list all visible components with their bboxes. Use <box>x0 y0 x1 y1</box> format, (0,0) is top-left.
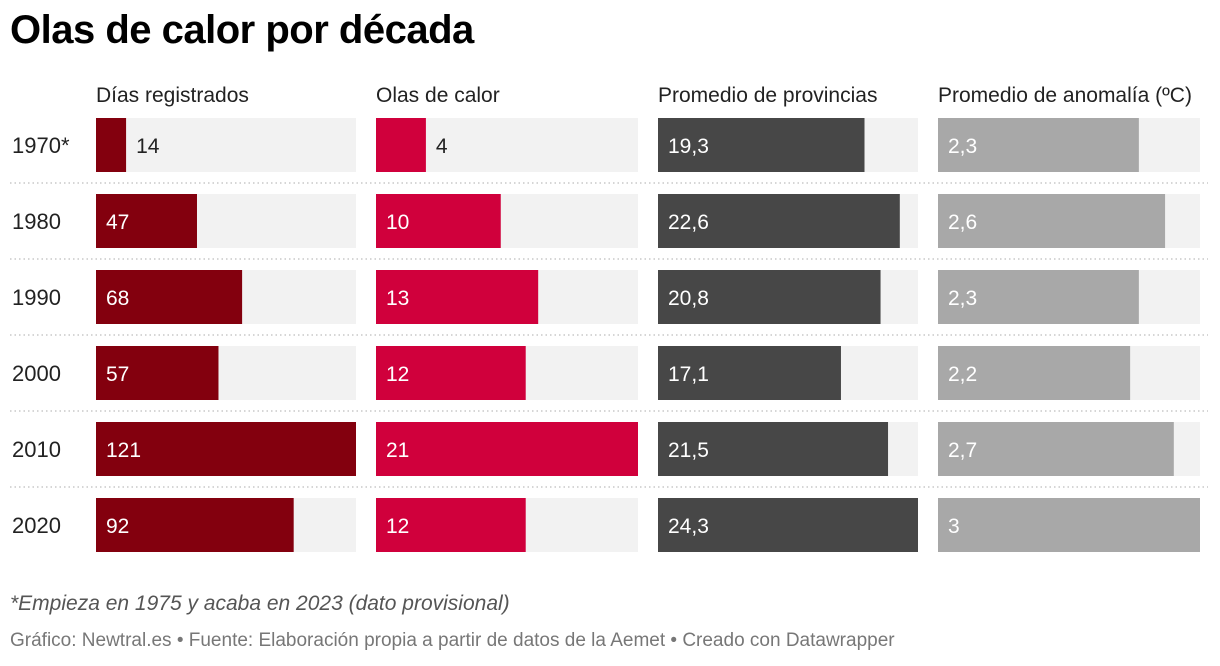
bar-promedio-de-provincias-1970 <box>658 118 865 172</box>
bar-promedio-de-anomalia-c-1990 <box>938 270 1139 324</box>
value-label-promedio-de-provincias-2000: 17,1 <box>668 363 709 386</box>
value-label-promedio-de-provincias-2010: 21,5 <box>668 439 709 462</box>
row-label-1990: 1990 <box>12 285 61 310</box>
bar-dias-registrados-2010 <box>96 422 356 476</box>
bar-olas-de-calor-1970 <box>376 118 426 172</box>
row-label-2010: 2010 <box>12 437 61 462</box>
bar-olas-de-calor-2020 <box>376 498 526 552</box>
value-label-dias-registrados-2020: 92 <box>106 515 129 538</box>
value-label-promedio-de-provincias-2020: 24,3 <box>668 515 709 538</box>
row-label-2000: 2000 <box>12 361 61 386</box>
bar-dias-registrados-1980 <box>96 194 197 248</box>
value-label-dias-registrados-1980: 47 <box>106 211 129 234</box>
bar-olas-de-calor-2010 <box>376 422 638 476</box>
bar-dias-registrados-2000 <box>96 346 219 400</box>
bar-promedio-de-provincias-1990 <box>658 270 881 324</box>
bar-dias-registrados-1990 <box>96 270 243 324</box>
value-label-promedio-de-anomalia-c-1990: 2,3 <box>948 287 977 310</box>
bar-olas-de-calor-1980 <box>376 194 501 248</box>
bar-promedio-de-anomalia-c-2020 <box>938 498 1200 552</box>
value-label-olas-de-calor-1980: 10 <box>386 211 409 234</box>
value-label-dias-registrados-1990: 68 <box>106 287 129 310</box>
value-label-promedio-de-anomalia-c-1970: 2,3 <box>948 135 977 158</box>
value-label-promedio-de-anomalia-c-2020: 3 <box>948 515 960 538</box>
value-label-dias-registrados-1970: 14 <box>136 135 160 158</box>
bar-promedio-de-anomalia-c-2000 <box>938 346 1131 400</box>
value-label-olas-de-calor-1990: 13 <box>386 287 409 310</box>
value-label-dias-registrados-2010: 121 <box>106 439 141 462</box>
value-label-promedio-de-provincias-1980: 22,6 <box>668 211 709 234</box>
bar-olas-de-calor-1990 <box>376 270 539 324</box>
bar-track <box>96 118 356 172</box>
bar-chart: Días registrados Olas de calor Promedio de… <box>10 84 1208 552</box>
column-header-promedio-de-anomalia-c: Promedio de anomalía (ºC) <box>938 84 1192 107</box>
value-label-promedio-de-provincias-1970: 19,3 <box>668 135 709 158</box>
bar-dias-registrados-1970 <box>96 118 127 172</box>
bar-dias-registrados-2020 <box>96 498 294 552</box>
bar-promedio-de-provincias-1980 <box>658 194 900 248</box>
value-label-olas-de-calor-2020: 12 <box>386 515 409 538</box>
value-label-promedio-de-anomalia-c-1980: 2,6 <box>948 211 977 234</box>
bar-promedio-de-anomalia-c-2010 <box>938 422 1174 476</box>
chart-footer: Gráfico: Newtral.es • Fuente: Elaboració… <box>10 630 895 651</box>
bar-olas-de-calor-2000 <box>376 346 526 400</box>
column-header-promedio-de-provincias: Promedio de provincias <box>658 84 877 107</box>
value-label-promedio-de-provincias-1990: 20,8 <box>668 287 709 310</box>
value-label-olas-de-calor-1970: 4 <box>436 135 448 158</box>
chart-note: *Empieza en 1975 y acaba en 2023 (dato p… <box>10 592 510 615</box>
bar-promedio-de-provincias-2020 <box>658 498 918 552</box>
value-label-promedio-de-anomalia-c-2010: 2,7 <box>948 439 977 462</box>
value-label-olas-de-calor-2000: 12 <box>386 363 409 386</box>
chart-title: Olas de calor por década <box>10 8 474 52</box>
bar-promedio-de-anomalia-c-1970 <box>938 118 1139 172</box>
bar-promedio-de-provincias-2010 <box>658 422 889 476</box>
value-label-dias-registrados-2000: 57 <box>106 363 129 386</box>
bar-promedio-de-anomalia-c-1980 <box>938 194 1166 248</box>
column-header-dias-registrados: Días registrados <box>96 84 249 107</box>
bar-promedio-de-provincias-2000 <box>658 346 841 400</box>
row-label-1970: 1970* <box>12 133 70 158</box>
value-label-promedio-de-anomalia-c-2000: 2,2 <box>948 363 977 386</box>
row-label-2020: 2020 <box>12 513 61 538</box>
row-label-1980: 1980 <box>12 209 61 234</box>
column-header-olas-de-calor: Olas de calor <box>376 84 500 107</box>
value-label-olas-de-calor-2010: 21 <box>386 439 409 462</box>
